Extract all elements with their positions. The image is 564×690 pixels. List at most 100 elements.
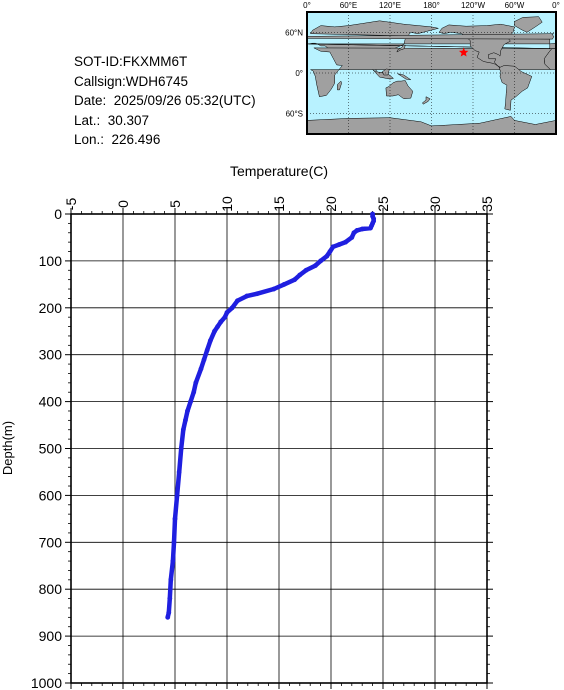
- map-lat-label: 60°S: [286, 110, 303, 119]
- land-madagascar: [337, 80, 342, 91]
- data-point: [351, 230, 357, 236]
- y-tick-label: 1000: [31, 675, 62, 690]
- longitude: Lon.: 226.496: [74, 132, 161, 147]
- latitude: Lat.: 30.307: [74, 112, 150, 128]
- map-lon-label: 0°: [303, 1, 311, 10]
- data-point: [359, 226, 365, 232]
- y-tick-label: 400: [39, 394, 63, 410]
- data-point: [281, 281, 287, 287]
- data-point: [349, 235, 355, 240]
- y-tick-label: 800: [39, 581, 63, 597]
- station-info: SOT-ID:FKXMM6T Callsign:WDH6745 Date: 20…: [74, 52, 256, 150]
- y-tick-label: 100: [39, 253, 63, 269]
- land-greenland: [514, 16, 543, 33]
- data-point: [336, 242, 342, 247]
- data-point: [324, 253, 330, 259]
- data-point: [207, 338, 213, 344]
- data-point: [204, 347, 210, 353]
- data-point: [180, 427, 186, 433]
- data-point: [244, 293, 250, 299]
- location-map: 0° 60°E 120°E 180° 120°W 60°W 0° 60°N 0° 60°S: [285, 1, 560, 135]
- map-lat-label: 60°N: [285, 28, 303, 37]
- data-point: [254, 291, 260, 297]
- map-lon-label: 0°: [552, 1, 560, 10]
- date: Date: 2025/09/26 05:32(UTC): [74, 93, 256, 108]
- data-point: [171, 539, 177, 545]
- data-point: [178, 446, 184, 451]
- data-point: [343, 239, 348, 245]
- x-tick-label: 30: [427, 196, 443, 212]
- data-point: [271, 286, 277, 292]
- map-lon-label: 180°: [423, 1, 440, 10]
- data-point: [318, 258, 323, 264]
- data-point: [167, 596, 173, 601]
- data-point: [165, 614, 171, 620]
- x-tick-label: 5: [167, 200, 183, 208]
- data-point: [368, 225, 373, 231]
- map-frame: [306, 11, 557, 135]
- data-point: [174, 493, 180, 498]
- land-new-zealand: [422, 96, 431, 105]
- x-tick-labels: -5 0 5 10 15 20 25 30 35: [63, 196, 495, 212]
- map-lon-label: 60°E: [340, 1, 357, 10]
- land-new-guinea: [397, 73, 411, 81]
- data-point: [330, 244, 336, 250]
- data-point: [185, 408, 190, 414]
- x-tick-label: 0: [115, 200, 131, 208]
- data-point: [215, 324, 221, 329]
- data-point: [303, 267, 309, 273]
- map-land: [306, 11, 557, 135]
- map-lon-label: 120°E: [379, 1, 401, 10]
- y-tick-label: 0: [54, 206, 62, 222]
- data-point: [201, 356, 207, 362]
- x-tick-label: 10: [219, 196, 235, 212]
- data-point: [292, 277, 297, 283]
- map-lon-label: 120°W: [461, 1, 486, 10]
- plot-frame: [70, 213, 488, 684]
- y-tick-labels: 0 100 200 300 400 500 600 700 800 900 1000: [31, 206, 62, 690]
- land-japan: [396, 44, 406, 53]
- y-tick-label: 300: [39, 347, 63, 363]
- callsign: Callsign:WDH6745: [74, 73, 189, 89]
- sot-id: SOT-ID:FKXMM6T: [74, 54, 188, 69]
- map-axis-labels: 0° 60°E 120°E 180° 120°W 60°W 0° 60°N 0° 60°S: [285, 1, 560, 119]
- x-tick-label: 15: [271, 196, 287, 212]
- x-tick-label: 25: [375, 196, 391, 212]
- data-point: [218, 319, 224, 325]
- data-point: [198, 366, 204, 372]
- y-tick-label: 600: [39, 487, 63, 503]
- y-axis-label: Depth(m): [0, 421, 15, 475]
- data-point: [188, 399, 194, 404]
- land-indonesia: [372, 69, 395, 80]
- chart-grid: [71, 214, 487, 683]
- map-lat-label: 0°: [295, 69, 303, 78]
- land-australia: [385, 80, 414, 100]
- location-marker-star-icon: [458, 47, 469, 57]
- land-borneo: [382, 68, 390, 76]
- y-tick-label: 200: [39, 300, 63, 316]
- series-group: [165, 211, 377, 620]
- data-point: [172, 516, 178, 522]
- data-point: [224, 310, 230, 315]
- data-point: [170, 558, 176, 564]
- data-point: [297, 272, 303, 278]
- map-lon-label: 60°W: [505, 1, 525, 10]
- land-south-america: [498, 65, 533, 111]
- x-tick-label: 20: [323, 196, 339, 212]
- x-tick-label: -5: [63, 198, 79, 211]
- x-tick-label: 35: [479, 196, 495, 212]
- data-point: [212, 328, 217, 334]
- y-tick-label: 700: [39, 534, 63, 550]
- y-tick-label: 500: [39, 441, 63, 457]
- data-point: [176, 469, 182, 475]
- data-point: [166, 610, 172, 616]
- data-point: [183, 417, 188, 423]
- data-point: [313, 263, 318, 268]
- data-point: [235, 298, 240, 304]
- x-axis-label: Temperature(C): [230, 163, 328, 179]
- data-point: [222, 314, 228, 320]
- data-point: [168, 577, 174, 583]
- data-point: [193, 380, 199, 386]
- data-point: [191, 389, 197, 395]
